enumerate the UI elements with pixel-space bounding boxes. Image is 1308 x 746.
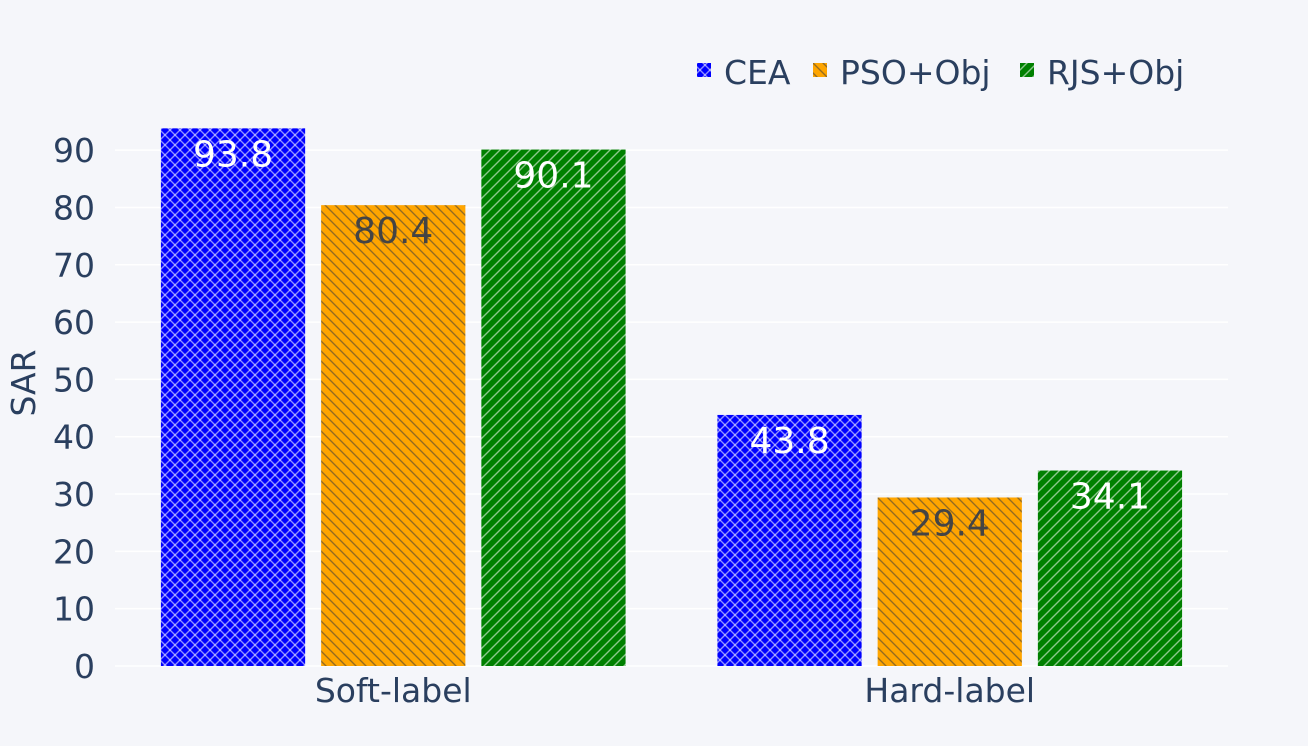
bar-cea-hard-label (717, 414, 862, 666)
x-axis: Soft-label Hard-label (315, 671, 1035, 710)
bar-pso-obj-hard-label (877, 497, 1022, 666)
x-tick-label: Hard-label (864, 671, 1035, 710)
bar-value-label: 29.4 (910, 503, 990, 544)
y-tick-label: 50 (53, 360, 95, 399)
legend: CEA PSO+Obj RJS+Obj (697, 53, 1184, 92)
bar-cea-soft-label (160, 128, 306, 666)
bar-value-label: 80.4 (353, 211, 433, 252)
legend-label: CEA (724, 53, 791, 92)
bar-value-label: 93.8 (193, 134, 273, 175)
legend-swatch (813, 63, 827, 77)
legend-label: PSO+Obj (840, 53, 991, 92)
y-axis-title: SAR (4, 349, 43, 416)
bar-rjs-obj-hard-label (1037, 470, 1183, 666)
bar-value-label: 90.1 (513, 156, 593, 197)
x-tick-label: Soft-label (315, 671, 472, 710)
y-tick-label: 90 (53, 131, 95, 170)
legend-item[interactable]: PSO+Obj (813, 53, 991, 92)
y-axis: 0 10 20 30 40 50 60 70 80 90 (53, 131, 95, 686)
y-tick-label: 80 (53, 188, 95, 227)
bar-value-label: 43.8 (749, 421, 829, 462)
y-tick-label: 40 (53, 418, 95, 457)
y-tick-label: 0 (74, 647, 95, 686)
legend-label: RJS+Obj (1047, 53, 1184, 92)
y-tick-label: 70 (53, 246, 95, 285)
y-tick-label: 60 (53, 303, 95, 342)
bars: 93.8 80.4 90.1 43.8 29.4 34.1 (160, 128, 1183, 666)
bar-value-label: 34.1 (1070, 477, 1150, 518)
y-tick-label: 10 (53, 590, 95, 629)
legend-swatch (1020, 63, 1034, 77)
bar-rjs-obj-soft-label (481, 149, 626, 666)
legend-swatch (697, 63, 711, 77)
legend-item[interactable]: CEA (697, 53, 791, 92)
bar-pso-obj-soft-label (321, 205, 466, 666)
y-tick-label: 30 (53, 475, 95, 514)
legend-item[interactable]: RJS+Obj (1020, 53, 1184, 92)
y-tick-label: 20 (53, 532, 95, 571)
